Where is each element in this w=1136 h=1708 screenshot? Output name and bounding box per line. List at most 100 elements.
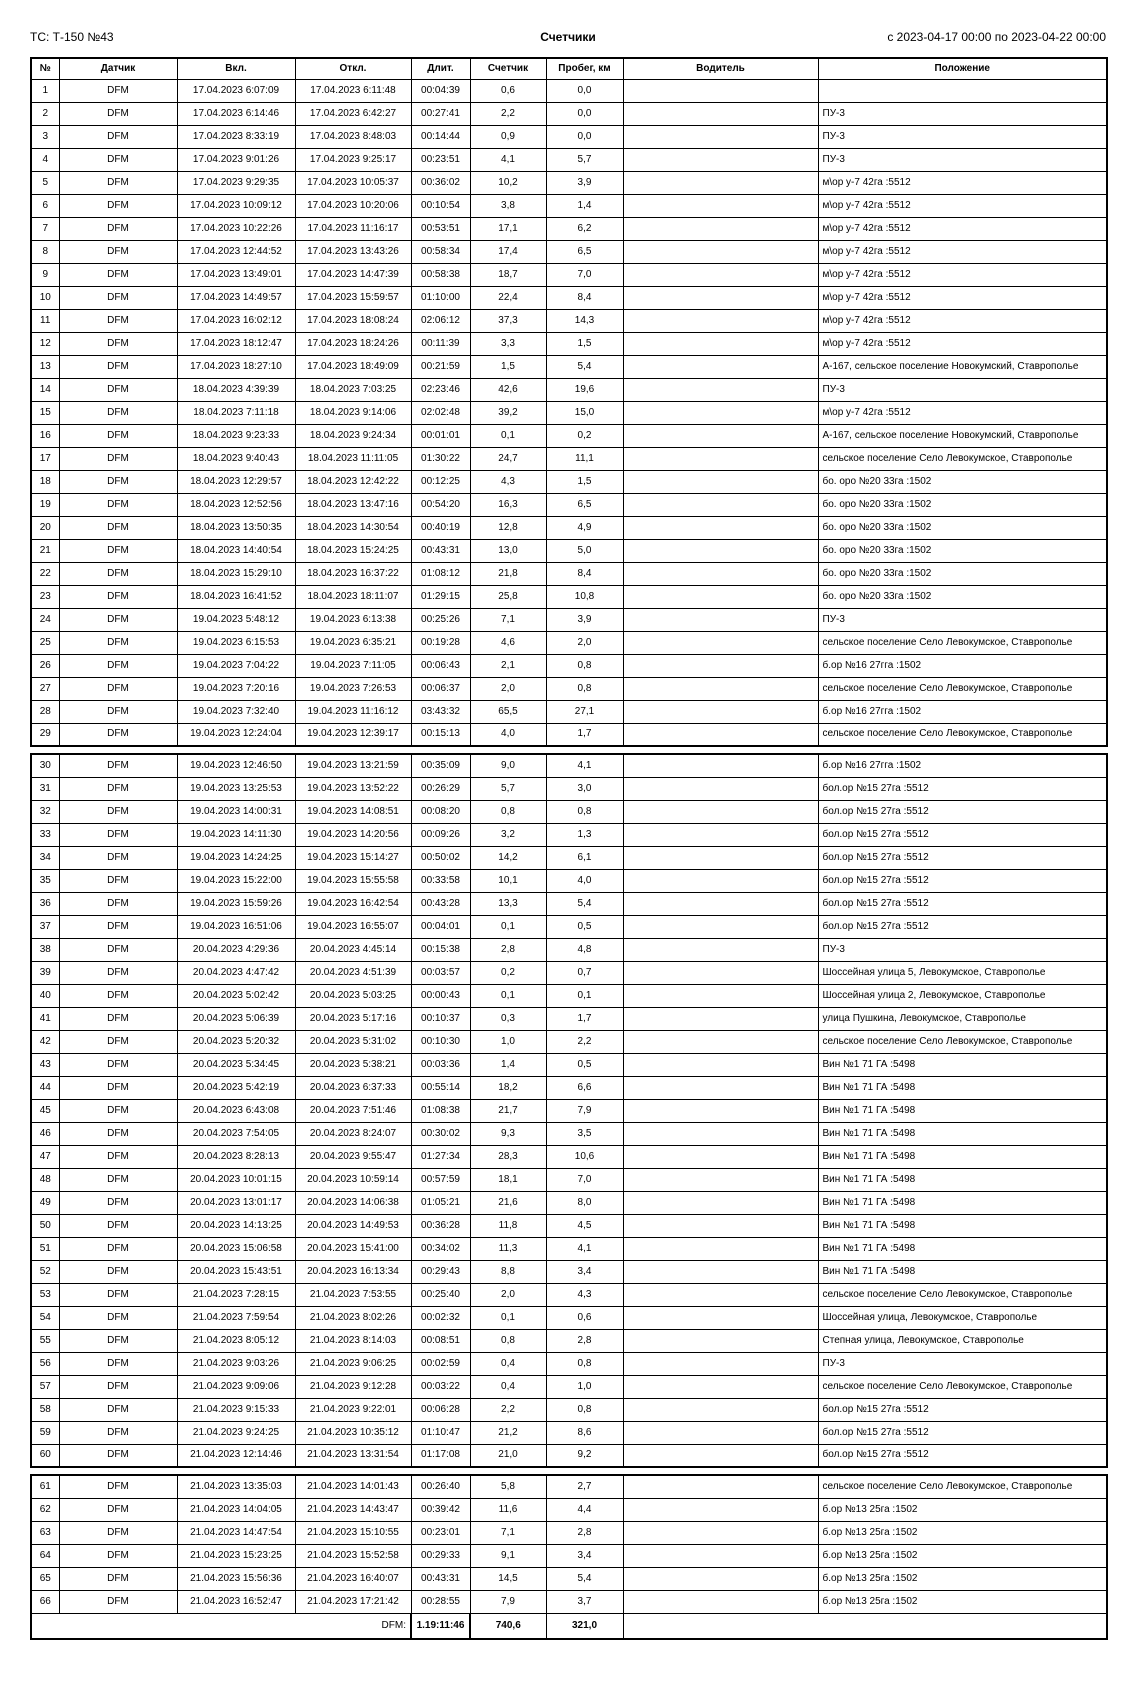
cell-off-time: 18.04.2023 9:14:06 bbox=[294, 400, 412, 425]
cell-driver bbox=[622, 561, 819, 586]
cell-counter: 1,0 bbox=[469, 1029, 547, 1054]
cell-position: Вин №1 71 ГА :5498 bbox=[817, 1259, 1108, 1284]
cell-off-time: 21.04.2023 17:21:42 bbox=[294, 1589, 412, 1614]
cell-off-time: 20.04.2023 14:06:38 bbox=[294, 1190, 412, 1215]
cell-duration: 00:10:54 bbox=[410, 193, 471, 218]
cell-position: б.ор №16 27гга :1502 bbox=[817, 699, 1108, 724]
cell-off-time: 20.04.2023 15:41:00 bbox=[294, 1236, 412, 1261]
cell-counter: 0,6 bbox=[469, 78, 547, 103]
cell-driver bbox=[622, 1443, 819, 1468]
cell-driver bbox=[622, 983, 819, 1008]
cell-on-time: 17.04.2023 18:12:47 bbox=[176, 331, 296, 356]
cell-position: бол.ор №15 27га :5512 bbox=[817, 776, 1108, 801]
table-row: 58 DFM 21.04.2023 9:15:33 21.04.2023 9:22:0… bbox=[30, 1397, 1108, 1422]
cell-off-time: 21.04.2023 9:06:25 bbox=[294, 1351, 412, 1376]
cell-mileage: 4,0 bbox=[545, 868, 624, 893]
cell-off-time: 19.04.2023 6:35:21 bbox=[294, 630, 412, 655]
cell-counter: 2,1 bbox=[469, 653, 547, 678]
col-off-header: Откл. bbox=[294, 57, 412, 80]
cell-off-time: 21.04.2023 16:40:07 bbox=[294, 1566, 412, 1591]
cell-counter: 21,6 bbox=[469, 1190, 547, 1215]
cell-off-time: 20.04.2023 5:31:02 bbox=[294, 1029, 412, 1054]
cell-no: 5 bbox=[30, 170, 60, 195]
cell-sensor: DFM bbox=[58, 124, 178, 149]
cell-no: 20 bbox=[30, 515, 60, 540]
table-row: 10 DFM 17.04.2023 14:49:57 17.04.2023 15:59… bbox=[30, 285, 1108, 310]
cell-position: б.ор №13 25га :1502 bbox=[817, 1543, 1108, 1568]
cell-driver bbox=[622, 170, 819, 195]
cell-sensor: DFM bbox=[58, 1474, 178, 1499]
table-row: 30 DFM 19.04.2023 12:46:50 19.04.2023 13:21… bbox=[30, 753, 1108, 778]
cell-driver bbox=[622, 1351, 819, 1376]
cell-mileage: 14,3 bbox=[545, 308, 624, 333]
cell-driver bbox=[622, 1420, 819, 1445]
cell-driver bbox=[622, 492, 819, 517]
table-row: 35 DFM 19.04.2023 15:22:00 19.04.2023 15:55… bbox=[30, 868, 1108, 893]
cell-mileage: 4,4 bbox=[545, 1497, 624, 1522]
cell-on-time: 18.04.2023 12:52:56 bbox=[176, 492, 296, 517]
cell-position: Вин №1 71 ГА :5498 bbox=[817, 1190, 1108, 1215]
cell-sensor: DFM bbox=[58, 1029, 178, 1054]
cell-no: 59 bbox=[30, 1420, 60, 1445]
cell-mileage: 3,9 bbox=[545, 607, 624, 632]
table-row: 25 DFM 19.04.2023 6:15:53 19.04.2023 6:35:2… bbox=[30, 630, 1108, 655]
cell-no: 55 bbox=[30, 1328, 60, 1353]
cell-no: 32 bbox=[30, 799, 60, 824]
cell-driver bbox=[622, 960, 819, 985]
cell-sensor: DFM bbox=[58, 1566, 178, 1591]
cell-no: 61 bbox=[30, 1474, 60, 1499]
cell-position: сельское поселение Село Левокумское, Ста… bbox=[817, 446, 1108, 471]
cell-position: бол.ор №15 27га :5512 bbox=[817, 822, 1108, 847]
cell-no: 25 bbox=[30, 630, 60, 655]
cell-counter: 12,8 bbox=[469, 515, 547, 540]
cell-sensor: DFM bbox=[58, 914, 178, 939]
cell-sensor: DFM bbox=[58, 561, 178, 586]
cell-sensor: DFM bbox=[58, 1443, 178, 1468]
cell-on-time: 19.04.2023 7:32:40 bbox=[176, 699, 296, 724]
cell-off-time: 19.04.2023 16:55:07 bbox=[294, 914, 412, 939]
cell-counter: 5,8 bbox=[469, 1474, 547, 1499]
table-row: 52 DFM 20.04.2023 15:43:51 20.04.2023 16:13… bbox=[30, 1259, 1108, 1284]
cell-no: 4 bbox=[30, 147, 60, 172]
cell-mileage: 2,8 bbox=[545, 1328, 624, 1353]
cell-no: 1 bbox=[30, 78, 60, 103]
cell-duration: 00:19:28 bbox=[410, 630, 471, 655]
cell-on-time: 20.04.2023 14:13:25 bbox=[176, 1213, 296, 1238]
cell-counter: 0,1 bbox=[469, 1305, 547, 1330]
cell-sensor: DFM bbox=[58, 308, 178, 333]
cell-no: 62 bbox=[30, 1497, 60, 1522]
cell-off-time: 19.04.2023 14:20:56 bbox=[294, 822, 412, 847]
cell-mileage: 1,3 bbox=[545, 822, 624, 847]
cell-mileage: 15,0 bbox=[545, 400, 624, 425]
cell-position: бол.ор №15 27га :5512 bbox=[817, 1397, 1108, 1422]
cell-mileage: 0,5 bbox=[545, 1052, 624, 1077]
cell-sensor: DFM bbox=[58, 285, 178, 310]
cell-sensor: DFM bbox=[58, 1121, 178, 1146]
cell-mileage: 10,8 bbox=[545, 584, 624, 609]
cell-off-time: 17.04.2023 9:25:17 bbox=[294, 147, 412, 172]
cell-mileage: 5,0 bbox=[545, 538, 624, 563]
cell-sensor: DFM bbox=[58, 538, 178, 563]
cell-on-time: 21.04.2023 7:28:15 bbox=[176, 1282, 296, 1307]
cell-driver bbox=[622, 1397, 819, 1422]
cell-no: 10 bbox=[30, 285, 60, 310]
cell-driver bbox=[622, 78, 819, 103]
cell-position: бо. оро №20 33га :1502 bbox=[817, 515, 1108, 540]
table-row: 65 DFM 21.04.2023 15:56:36 21.04.2023 16:40… bbox=[30, 1566, 1108, 1591]
table-row: 41 DFM 20.04.2023 5:06:39 20.04.2023 5:17:1… bbox=[30, 1006, 1108, 1031]
cell-mileage: 11,1 bbox=[545, 446, 624, 471]
cell-counter: 2,0 bbox=[469, 676, 547, 701]
cell-sensor: DFM bbox=[58, 676, 178, 701]
cell-mileage: 0,0 bbox=[545, 101, 624, 126]
table-row: 59 DFM 21.04.2023 9:24:25 21.04.2023 10:35:… bbox=[30, 1420, 1108, 1445]
cell-position: Вин №1 71 ГА :5498 bbox=[817, 1144, 1108, 1169]
cell-no: 40 bbox=[30, 983, 60, 1008]
cell-mileage: 4,1 bbox=[545, 753, 624, 778]
cell-off-time: 21.04.2023 13:31:54 bbox=[294, 1443, 412, 1468]
cell-sensor: DFM bbox=[58, 1520, 178, 1545]
cell-sensor: DFM bbox=[58, 1144, 178, 1169]
cell-driver bbox=[622, 753, 819, 778]
cell-counter: 14,2 bbox=[469, 845, 547, 870]
cell-on-time: 20.04.2023 5:06:39 bbox=[176, 1006, 296, 1031]
cell-position: сельское поселение Село Левокумское, Ста… bbox=[817, 1374, 1108, 1399]
